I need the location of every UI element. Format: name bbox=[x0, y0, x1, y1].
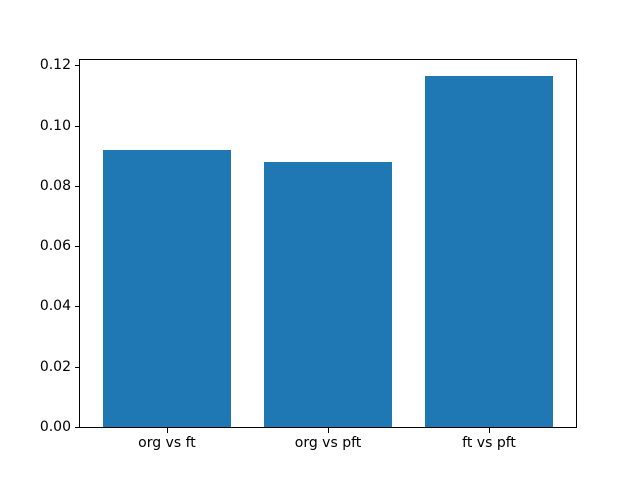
x-tick-mark bbox=[489, 428, 491, 433]
bar-org-vs-pft bbox=[263, 161, 393, 427]
plot-area bbox=[79, 59, 577, 428]
y-tick-mark bbox=[75, 185, 80, 187]
y-tick-label: 0.02 bbox=[39, 358, 71, 375]
y-tick-label: 0.12 bbox=[39, 57, 71, 74]
y-tick-label: 0.04 bbox=[39, 298, 71, 315]
y-tick-mark bbox=[75, 366, 80, 368]
y-tick-label: 0.00 bbox=[39, 419, 71, 435]
y-tick-label: 0.06 bbox=[39, 238, 71, 255]
x-tick-mark bbox=[166, 428, 168, 433]
bar-org-vs-ft bbox=[102, 149, 232, 427]
y-tick-label: 0.08 bbox=[39, 177, 71, 194]
x-tick-mark bbox=[328, 428, 329, 433]
x-tick-label: org vs ft bbox=[138, 435, 196, 451]
y-tick-mark bbox=[75, 427, 80, 428]
y-tick-mark bbox=[75, 125, 80, 127]
y-tick-mark bbox=[75, 65, 80, 67]
y-tick-mark bbox=[75, 246, 80, 248]
y-tick-mark bbox=[75, 306, 80, 308]
y-tick-label: 0.10 bbox=[39, 117, 71, 134]
bar-ft-vs-pft bbox=[424, 75, 554, 427]
x-tick-label: org vs pft bbox=[294, 435, 362, 451]
x-tick-label: ft vs pft bbox=[462, 435, 516, 451]
